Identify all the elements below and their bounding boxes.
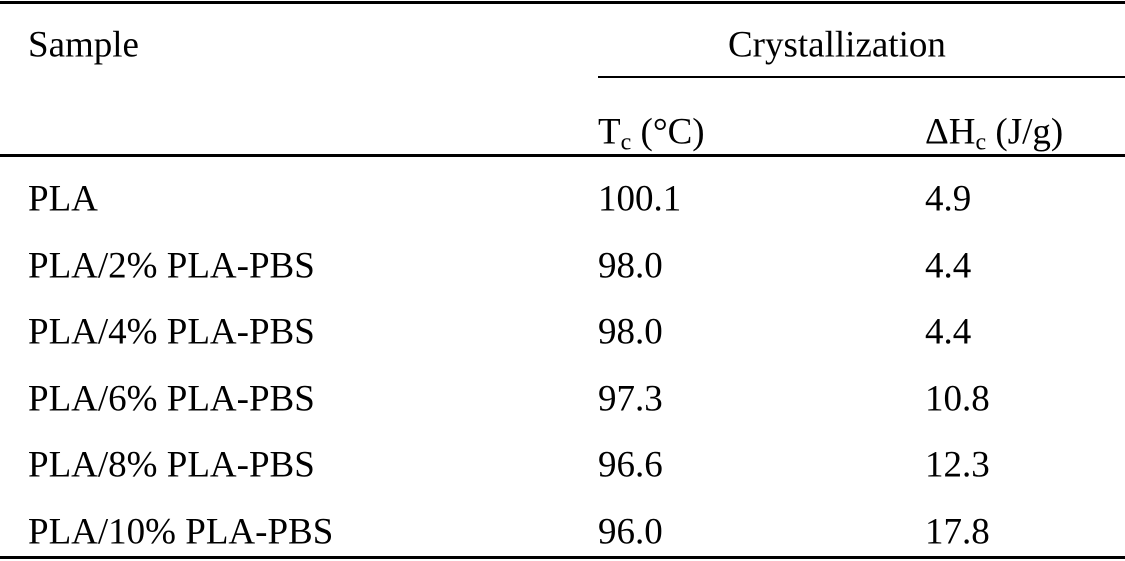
group-rule — [598, 76, 1125, 78]
cell: 17.8 — [925, 511, 990, 553]
cell: 12.3 — [925, 444, 990, 486]
cell: 96.6 — [598, 444, 663, 486]
group-header: Crystallization — [728, 24, 946, 66]
cell: 97.3 — [598, 378, 663, 420]
header-subscript: c — [620, 129, 632, 156]
row-label: PLA/2% PLA-PBS — [28, 245, 315, 287]
header-subscript: c — [975, 129, 987, 156]
cell: 98.0 — [598, 245, 663, 287]
header-cell: Sample — [28, 24, 139, 66]
row-label: PLA/8% PLA-PBS — [28, 444, 315, 486]
cell: 4.4 — [925, 311, 972, 353]
cell: 4.9 — [925, 178, 972, 220]
row-label: PLA — [28, 178, 98, 220]
column-header: ΔHc (J/g) — [925, 111, 1064, 155]
cell: 100.1 — [598, 178, 682, 220]
row-label: PLA/10% PLA-PBS — [28, 511, 334, 553]
cell: 96.0 — [598, 511, 663, 553]
top-rule — [0, 1, 1125, 4]
bottom-rule — [0, 556, 1125, 559]
header-unit: (°C) — [640, 111, 705, 153]
cell: 98.0 — [598, 311, 663, 353]
header-rule — [0, 154, 1125, 157]
column-header: Tc (°C) — [598, 111, 705, 155]
header-symbol: ΔH — [925, 111, 976, 153]
row-label: PLA/6% PLA-PBS — [28, 378, 315, 420]
header-symbol: T — [598, 111, 621, 153]
cell: 4.4 — [925, 245, 972, 287]
cell: 10.8 — [925, 378, 990, 420]
row-label: PLA/4% PLA-PBS — [28, 311, 315, 353]
header-unit: (J/g) — [995, 111, 1064, 153]
